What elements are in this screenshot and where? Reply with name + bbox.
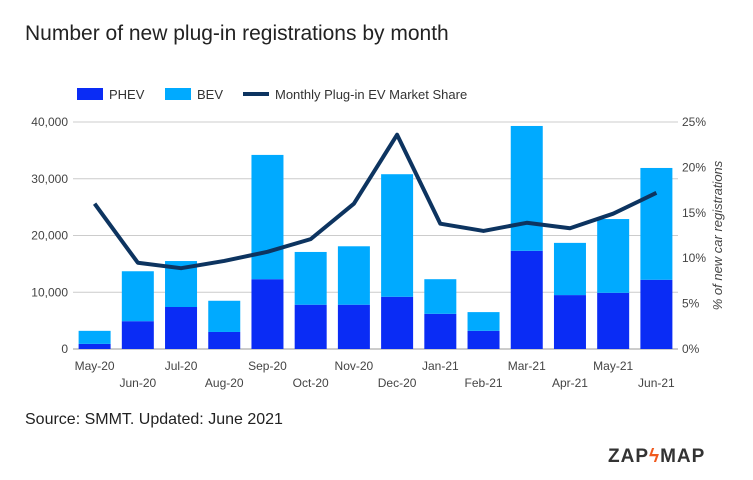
bar-bev [294,251,327,305]
x-tick-label: Aug-20 [205,376,244,390]
legend-swatch [165,88,191,100]
y2-tick-label: 20% [682,160,706,174]
x-tick-label: Jun-21 [638,376,675,390]
y2-tick-label: 5% [682,297,700,311]
bar-bev [553,242,586,296]
legend-label: PHEV [109,87,145,102]
x-tick-label: Jul-20 [165,359,198,373]
bar-phev [510,250,543,349]
x-tick-label: Sep-20 [248,359,287,373]
x-tick-label: Oct-20 [293,376,329,390]
legend-swatch [243,92,269,96]
bolt-icon: ϟ [649,446,661,467]
bar-bev [337,246,370,305]
x-tick-label: Dec-20 [378,376,417,390]
bar-bev [640,167,673,280]
logo-left: ZAP [608,446,649,467]
bar-phev [165,307,198,349]
x-tick-label: Feb-21 [465,376,503,390]
x-tick-label: Nov-20 [335,359,374,373]
legend-label: Monthly Plug-in EV Market Share [275,87,467,102]
y2-tick-label: 15% [682,206,706,220]
bar-bev [208,300,241,332]
legend-label: BEV [197,87,223,102]
y2-tick-label: 25% [682,115,706,129]
x-tick-label: Jun-20 [119,376,156,390]
bar-phev [294,304,327,349]
y2-tick-label: 10% [682,251,706,265]
bar-bev [78,330,111,344]
bar-phev [553,295,586,349]
y-tick-label: 30,000 [31,172,68,186]
x-tick-label: Jan-21 [422,359,459,373]
y2-tick-label: 0% [682,342,700,356]
bar-phev [337,304,370,349]
bar-bev [467,312,500,331]
bar-bev [251,154,284,280]
x-tick-label: May-20 [75,359,115,373]
bar-phev [467,330,500,349]
bar-bev [381,174,414,297]
bar-phev [121,321,154,349]
bar-bev [597,219,630,293]
y-tick-label: 40,000 [31,115,68,129]
logo-right: MAP [660,446,706,467]
bar-phev [640,279,673,349]
y2-axis-label: % of new car registrations [710,160,725,310]
x-tick-label: Mar-21 [508,359,546,373]
bar-phev [597,292,630,349]
bar-phev [381,296,414,349]
bar-phev [424,313,457,349]
y-tick-label: 0 [61,342,68,356]
chart-title: Number of new plug-in registrations by m… [25,22,449,45]
bar-bev [121,271,154,322]
bar-bev [424,279,457,314]
bar-phev [251,279,284,349]
source-note: Source: SMMT. Updated: June 2021 [25,411,283,428]
legend-swatch [77,88,103,100]
y-tick-label: 20,000 [31,229,68,243]
bar-phev [78,343,111,349]
x-tick-label: May-21 [593,359,633,373]
y-tick-label: 10,000 [31,285,68,299]
zapmap-logo: ZAPϟMAP [608,446,705,468]
bar-phev [208,331,241,349]
x-tick-label: Apr-21 [552,376,588,390]
bar-bev [510,125,543,251]
line-market-share [92,132,658,271]
